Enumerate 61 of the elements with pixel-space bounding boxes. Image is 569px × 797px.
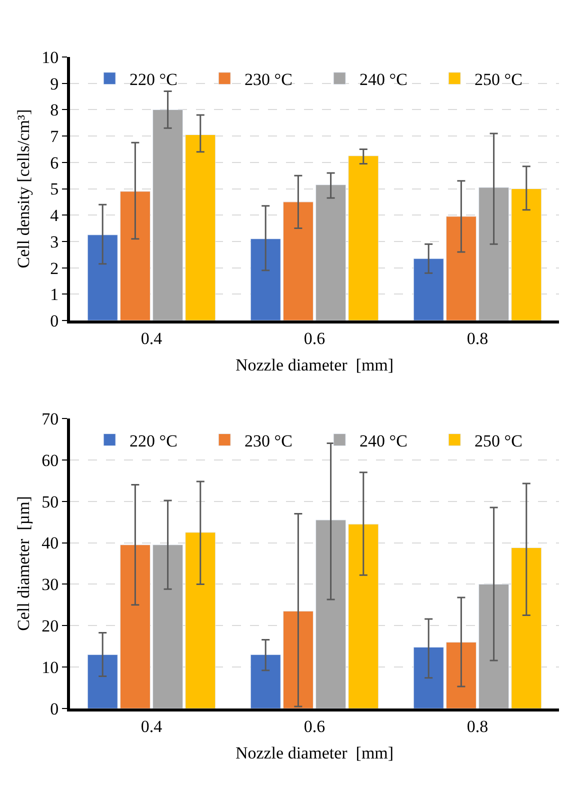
y-tick-label: 0 bbox=[50, 311, 59, 330]
x-tick-label: 0.4 bbox=[140, 328, 163, 348]
y-tick-label: 9 bbox=[50, 74, 59, 94]
bar bbox=[152, 109, 184, 320]
legend-label: 230 °C bbox=[244, 431, 292, 450]
bar bbox=[316, 184, 346, 320]
bar bbox=[185, 134, 216, 320]
y-tick-label: 1 bbox=[50, 285, 59, 304]
y-tick-label: 0 bbox=[50, 699, 59, 718]
bar bbox=[348, 156, 379, 320]
x-tick-label: 0.4 bbox=[140, 716, 163, 736]
bar bbox=[511, 188, 542, 320]
x-axis-title: Nozzle diameter [mm] bbox=[235, 355, 394, 374]
bar bbox=[120, 191, 150, 320]
bar bbox=[282, 610, 314, 709]
y-tick-label: 2 bbox=[50, 258, 59, 278]
bar bbox=[120, 544, 150, 709]
bar bbox=[87, 654, 118, 709]
bar bbox=[282, 202, 314, 320]
bar bbox=[478, 584, 510, 709]
y-tick-label: 70 bbox=[42, 409, 59, 428]
legend-label: 220 °C bbox=[130, 70, 178, 90]
legend-label: 250 °C bbox=[474, 431, 522, 450]
bar bbox=[446, 216, 476, 320]
bar bbox=[413, 258, 444, 320]
y-tick-label: 50 bbox=[42, 492, 59, 512]
bar bbox=[152, 544, 184, 709]
y-tick-label: 5 bbox=[50, 180, 59, 199]
bar bbox=[250, 654, 281, 709]
y-axis-title: Cell density [cells/cm³] bbox=[14, 109, 34, 268]
legend-label: 220 °C bbox=[130, 431, 178, 450]
bar bbox=[185, 532, 216, 709]
bar bbox=[511, 547, 542, 709]
bar bbox=[316, 520, 346, 709]
legend-label: 250 °C bbox=[474, 70, 522, 90]
bar bbox=[446, 642, 476, 709]
y-tick-label: 7 bbox=[50, 127, 60, 146]
y-tick-label: 10 bbox=[42, 658, 59, 678]
y-tick-label: 20 bbox=[42, 616, 59, 636]
y-tick-label: 30 bbox=[42, 575, 59, 594]
legend-label: 230 °C bbox=[244, 70, 292, 90]
x-tick-label: 0.6 bbox=[304, 328, 326, 348]
y-tick-label: 8 bbox=[50, 100, 59, 120]
bar bbox=[87, 234, 118, 320]
y-tick-label: 40 bbox=[42, 534, 59, 553]
x-tick-label: 0.8 bbox=[466, 716, 488, 736]
y-tick-label: 6 bbox=[50, 153, 59, 172]
x-tick-label: 0.8 bbox=[466, 328, 488, 348]
legend-label: 240 °C bbox=[360, 70, 408, 90]
y-tick-label: 4 bbox=[50, 206, 60, 226]
y-tick-label: 3 bbox=[50, 232, 59, 252]
y-axis-title: Cell diameter [µm] bbox=[14, 496, 34, 631]
x-tick-label: 0.6 bbox=[304, 716, 326, 736]
bar bbox=[250, 238, 281, 320]
y-tick-label: 10 bbox=[42, 48, 59, 67]
bar bbox=[478, 187, 510, 320]
y-tick-label: 60 bbox=[42, 450, 59, 470]
bar bbox=[348, 524, 379, 709]
legend-label: 240 °C bbox=[360, 431, 408, 450]
x-axis-title: Nozzle diameter [mm] bbox=[235, 743, 394, 762]
bar bbox=[413, 646, 444, 709]
